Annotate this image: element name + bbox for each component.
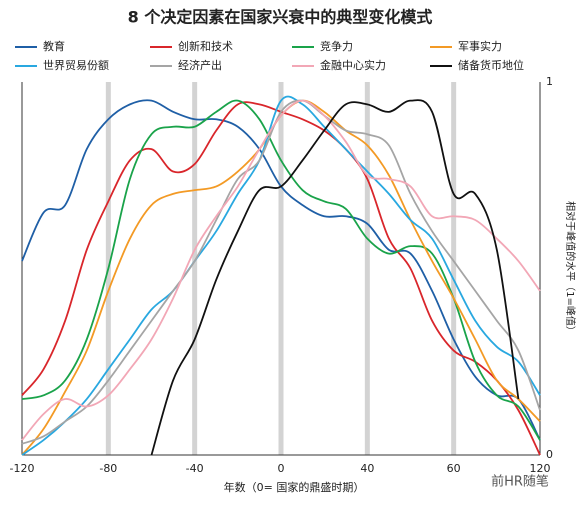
series-line [150, 99, 520, 456]
series-line [21, 99, 541, 445]
x-tick-label: 0 [278, 462, 285, 475]
chart-title: 8 个决定因素在国家兴衰中的典型变化模式 [128, 8, 433, 27]
legend-label: 金融中心实力 [320, 58, 386, 72]
legend-label: 教育 [43, 39, 65, 53]
series-line [21, 99, 541, 441]
y-tick-label: 0 [546, 448, 553, 461]
legend-label: 储备货币地位 [458, 58, 524, 72]
legend-label: 世界贸易份额 [43, 59, 109, 72]
watermark: 前HR随笔 [491, 474, 549, 490]
legend-label: 军事实力 [458, 39, 502, 53]
legend-label: 竞争力 [320, 39, 353, 53]
series-line [21, 95, 541, 456]
x-tick-label: -120 [10, 462, 35, 475]
y-tick-label: 1 [546, 75, 553, 88]
legend-label: 经济产出 [178, 58, 222, 72]
y-axis-label: 相对于峰值的水平（1=峰值） [564, 201, 577, 336]
legend-label: 创新和技术 [178, 39, 233, 53]
x-tick-label: -80 [99, 462, 117, 475]
x-tick-label: 40 [360, 462, 374, 475]
x-axis-label: 年数（0= 国家的鼎盛时期） [224, 480, 365, 494]
x-tick-label: 120 [530, 462, 551, 475]
x-tick-label: -40 [186, 462, 204, 475]
x-tick-label: 60 [447, 462, 461, 475]
